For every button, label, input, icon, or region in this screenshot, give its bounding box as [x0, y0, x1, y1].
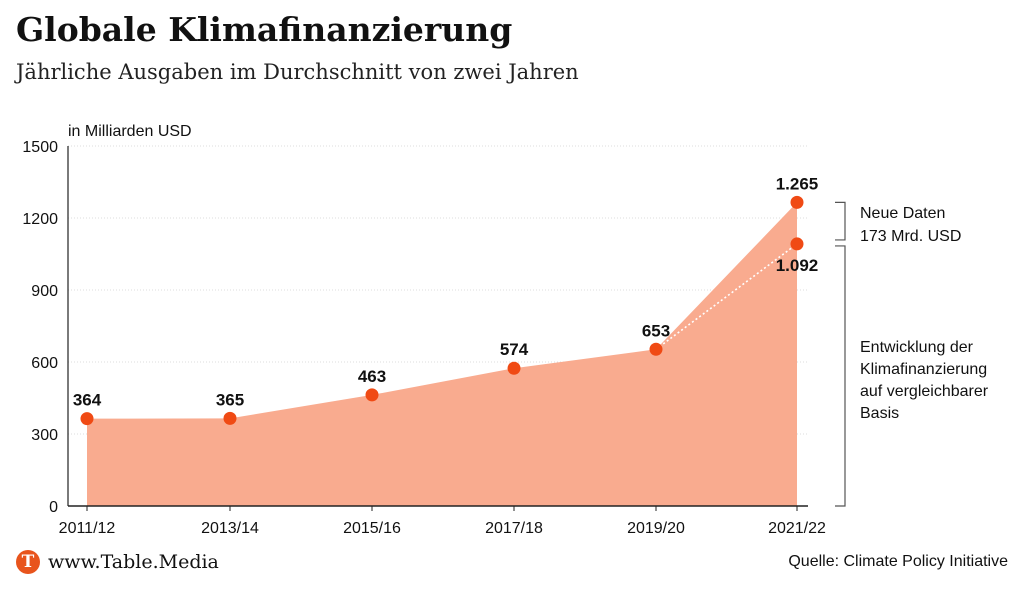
data-point [223, 411, 237, 425]
x-tick-label: 2017/18 [485, 520, 543, 537]
data-label: 1.265 [776, 174, 819, 193]
data-label: 364 [73, 391, 102, 410]
table-media-logo-icon: T [16, 550, 40, 574]
y-tick-label: 900 [31, 283, 58, 300]
brand-url: www.Table.Media [48, 551, 219, 573]
comparable-data-label: 1.092 [776, 256, 819, 275]
y-tick-label: 300 [31, 427, 58, 444]
area-series [87, 202, 797, 506]
data-point [365, 388, 379, 402]
data-label: 463 [358, 367, 386, 386]
brand: T www.Table.Media [16, 550, 219, 574]
chart-subtitle: Jährliche Ausgaben im Durchschnitt von z… [16, 60, 579, 84]
data-label: 653 [642, 321, 670, 340]
y-tick-label: 1200 [22, 211, 58, 228]
x-tick-label: 2021/22 [768, 520, 826, 537]
x-tick-label: 2015/16 [343, 520, 401, 537]
comparable-data-point [790, 237, 804, 251]
new-data-annotation: Neue Daten [860, 205, 945, 222]
data-label: 574 [500, 340, 529, 359]
comparable-basis-annotation: Entwicklung der [860, 339, 974, 356]
new-data-annotation: 173 Mrd. USD [860, 228, 961, 245]
x-tick-label: 2019/20 [627, 520, 685, 537]
x-tick-label: 2011/12 [59, 520, 116, 537]
comparable-basis-annotation: Klimafinanzierung [860, 361, 987, 378]
comparable-basis-annotation: Basis [860, 405, 899, 422]
y-tick-label: 600 [31, 355, 58, 372]
data-point [649, 342, 663, 356]
y-tick-label: 1500 [22, 139, 58, 156]
source-note: Quelle: Climate Policy Initiative [788, 553, 1008, 570]
data-point [80, 412, 94, 426]
data-point [507, 361, 521, 375]
chart-title: Globale Klimafinanzierung [16, 10, 513, 49]
comparable-basis-bracket [835, 245, 846, 507]
y-axis-label: in Milliarden USD [68, 123, 192, 140]
comparable-basis-annotation: auf vergleichbarer [860, 383, 989, 400]
data-label: 365 [216, 390, 244, 409]
data-point [790, 195, 804, 209]
y-tick-label: 0 [49, 499, 58, 516]
x-tick-label: 2013/14 [201, 520, 259, 537]
new-data-bracket [835, 201, 846, 241]
